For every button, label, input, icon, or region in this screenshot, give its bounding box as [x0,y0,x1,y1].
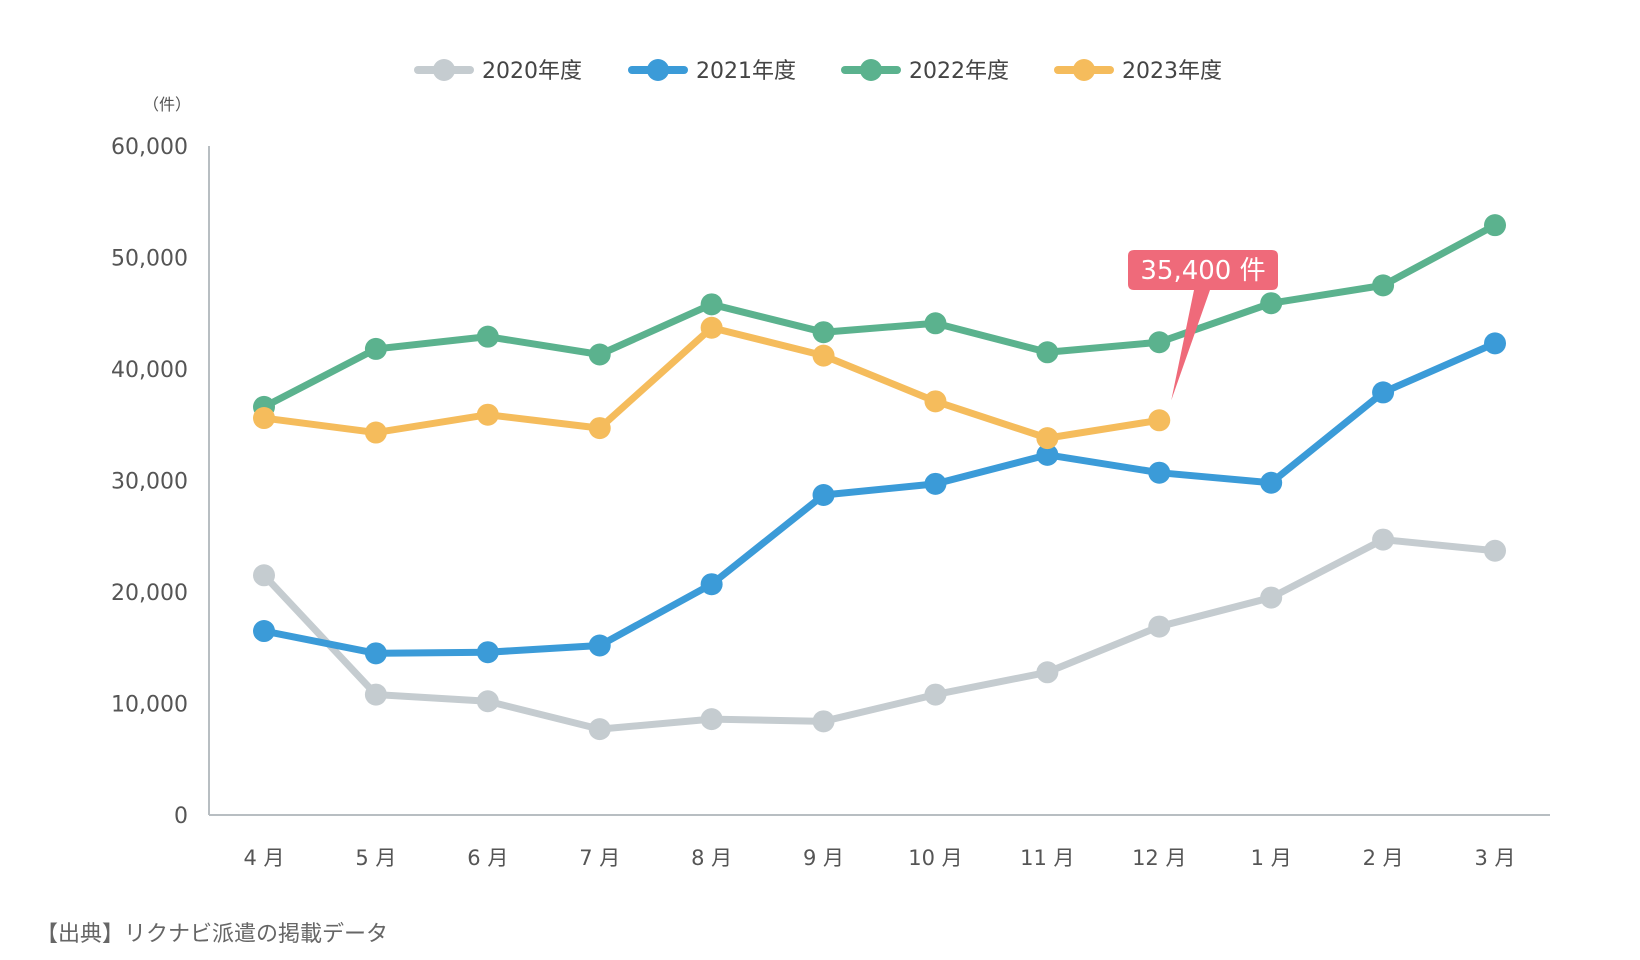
series-2021年度 [253,332,1506,665]
source-note: 【出典】リクナビ派遣の掲載データ [36,922,389,947]
data-point [364,642,387,665]
data-point [253,407,275,430]
legend-swatch-marker [1073,59,1095,81]
y-tick-label: 40,000 [111,358,188,383]
legend-label: 2021年度 [696,59,796,84]
legend-swatch-marker [647,59,669,81]
y-tick-label: 60,000 [111,135,188,160]
data-point [1148,331,1171,354]
data-point [1148,409,1171,432]
x-tick-label: 1 月 [1251,846,1292,870]
data-point [476,690,499,713]
data-point [364,421,387,444]
data-point [588,417,611,440]
x-tick-label: 9 月 [803,846,844,870]
y-axis-ticks: 0 10,000 20,000 30,000 40,000 50,000 60,000 [111,135,188,829]
data-point [700,573,723,596]
data-point [1372,274,1395,297]
data-point [364,683,387,706]
x-tick-label: 7 月 [579,846,620,870]
data-point [1484,539,1506,562]
x-tick-label: 11 月 [1020,846,1074,870]
data-point [700,316,723,339]
y-tick-label: 0 [174,804,188,829]
callout-bubble [1128,250,1278,401]
data-point [476,641,499,664]
legend-label: 2022年度 [909,59,1009,84]
callout-label: 35,400 件 [1140,256,1265,286]
legend-label: 2023年度 [1122,59,1222,84]
data-point [700,293,723,316]
legend-item: 2021年度 [628,59,796,84]
legend-item: 2020年度 [414,59,582,84]
data-point [476,325,499,348]
data-point [1036,661,1059,684]
data-point [1260,292,1283,315]
x-axis-ticks: 4 月 5 月 6 月 7 月 8 月 9 月 10 月 11 月 12 月 1 月 2 月 3 月 [243,846,1515,870]
data-point [924,683,947,706]
series-2020年度 [253,528,1506,741]
legend-item: 2023年度 [1054,59,1222,84]
data-point [812,483,835,506]
x-tick-label: 2 月 [1363,846,1404,870]
series-layer [253,214,1506,741]
x-tick-label: 4 月 [243,846,284,870]
data-point [253,620,275,643]
data-point [1260,586,1283,609]
x-tick-label: 12 月 [1132,846,1186,870]
data-point [588,634,611,657]
legend-swatch-marker [860,59,882,81]
data-point [812,321,835,344]
axes [208,146,1550,816]
data-point [812,344,835,367]
series-2022年度 [253,214,1506,418]
legend-swatch-marker [433,59,455,81]
x-tick-label: 8 月 [691,846,732,870]
y-tick-label: 20,000 [111,581,188,606]
series-line [260,339,1499,657]
x-tick-label: 3 月 [1474,846,1515,870]
data-point [1484,332,1506,355]
y-tick-label: 50,000 [111,247,188,272]
data-point [1372,528,1395,551]
x-tick-label: 6 月 [467,846,508,870]
data-point [1148,461,1171,484]
data-point [1036,443,1059,466]
data-point [253,564,275,587]
data-point [1036,341,1059,364]
data-point [812,710,835,733]
y-tick-label: 30,000 [111,470,188,495]
data-point [924,312,947,335]
data-point [700,708,723,731]
series-2023年度 [253,316,1171,450]
data-point [364,337,387,360]
y-axis-unit-label: （件） [143,95,191,114]
data-point [1148,615,1171,638]
data-point [1036,427,1059,450]
value-callout: 35,400 件 [1128,250,1278,401]
data-point [476,403,499,426]
legend: 2020年度 2021年度 2022年度 2023年度 [414,59,1222,84]
data-point [588,343,611,366]
x-tick-label: 10 月 [908,846,962,870]
data-point [1484,214,1506,237]
data-point [1260,471,1283,494]
legend-item: 2022年度 [841,59,1009,84]
x-tick-label: 5 月 [355,846,396,870]
series-line [260,536,1499,733]
series-line [260,221,1499,411]
data-point [588,718,611,741]
data-point [1372,381,1395,404]
y-tick-label: 10,000 [111,693,188,718]
data-point [924,472,947,495]
legend-label: 2020年度 [482,59,582,84]
data-point [924,390,947,413]
